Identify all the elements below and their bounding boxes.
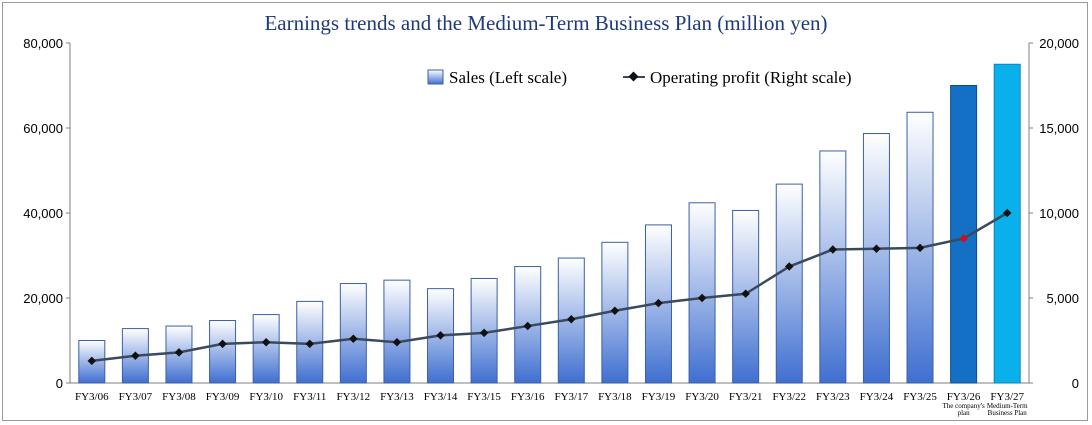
sales-bar: [383, 279, 411, 384]
x-tick-label: FY3/15: [467, 391, 501, 403]
operating-profit-point: [567, 315, 576, 324]
x-tick-label: FY3/25: [903, 391, 937, 403]
left-tick-label: 0: [56, 376, 63, 391]
operating-profit-point: [654, 298, 663, 308]
chart-title: Earnings trends and the Medium-Term Busi…: [264, 11, 827, 35]
operating-profit-point: [261, 337, 271, 347]
sales-bar: [775, 183, 803, 384]
right-tick-label: 10,000: [1039, 206, 1079, 221]
x-tick-label: FY3/11: [293, 391, 326, 403]
x-tick-label: FY3/08: [162, 391, 196, 403]
x-tick-label: FY3/12: [337, 391, 371, 403]
legend-sales-label: Sales (Left scale): [449, 68, 567, 87]
sales-bar: [950, 85, 978, 384]
left-tick-label: 80,000: [23, 36, 63, 51]
left-tick-label: 20,000: [23, 291, 63, 306]
operating-profit-point: [305, 339, 314, 349]
operating-profit-point: [610, 306, 620, 315]
x-tick-note: Business Plan: [988, 409, 1028, 417]
x-tick-note: Medium-Term: [987, 402, 1028, 410]
operating-profit-point: [741, 289, 750, 298]
legend-sales-swatch: [427, 69, 444, 85]
sales-bar: [819, 150, 847, 384]
x-tick-label: FY3/07: [119, 391, 153, 403]
sales-bar: [732, 209, 760, 384]
x-tick-label: FY3/23: [816, 391, 850, 403]
operating-profit-point: [785, 262, 794, 271]
legend-profit-label: Operating profit (Right scale): [650, 68, 852, 87]
left-tick-label: 40,000: [23, 206, 63, 221]
operating-profit-point: [697, 293, 707, 303]
sales-bar: [688, 202, 716, 384]
x-tick-label: FY3/18: [598, 391, 632, 403]
operating-profit-point: [349, 334, 358, 344]
legend: Sales (Left scale) Operating profit (Rig…: [427, 68, 852, 87]
right-tick-label: 0: [1072, 376, 1079, 391]
x-tick-note: The company's: [942, 402, 985, 410]
x-tick-label: FY3/14: [424, 391, 458, 403]
x-tick-label: FY3/24: [860, 391, 894, 403]
right-tick-label: 5,000: [1046, 291, 1079, 306]
x-tick-label: FY3/06: [75, 391, 109, 403]
legend-profit-marker: [628, 71, 639, 82]
operating-profit-point: [523, 321, 532, 331]
x-tick-label: FY3/26: [947, 391, 981, 403]
operating-profit-point: [436, 331, 445, 340]
x-tick-label: FY3/13: [380, 391, 414, 403]
x-tick-label: FY3/22: [772, 391, 806, 403]
operating-profit-point: [87, 356, 97, 366]
x-tick-label: FY3/10: [249, 391, 283, 403]
sales-bar: [993, 63, 1021, 384]
x-tick-label: FY3/27: [990, 391, 1024, 403]
right-tick-label: 20,000: [1039, 36, 1079, 51]
x-tick-label: FY3/09: [206, 391, 240, 403]
x-tick-label: FY3/20: [685, 391, 719, 403]
sales-bar: [209, 320, 237, 384]
operating-profit-point: [479, 328, 489, 338]
x-tick-label: FY3/21: [729, 391, 763, 403]
operating-profit-point: [392, 337, 402, 347]
sales-bar: [339, 283, 367, 384]
x-tick-label: FY3/17: [554, 391, 588, 403]
x-tick-label: FY3/19: [642, 391, 676, 403]
operating-profit-line: [91, 211, 1008, 363]
left-tick-label: 60,000: [23, 121, 63, 136]
right-tick-label: 15,000: [1039, 121, 1079, 136]
operating-profit-point: [218, 339, 227, 349]
x-tick-label: FY3/16: [511, 391, 545, 403]
operating-profit-point: [131, 351, 140, 361]
earnings-chart: Earnings trends and the Medium-Term Busi…: [23, 11, 1079, 417]
operating-profit-point: [174, 348, 184, 357]
sales-bar: [862, 133, 890, 384]
x-tick-note: plan: [958, 409, 971, 417]
sales-bar: [252, 314, 280, 384]
